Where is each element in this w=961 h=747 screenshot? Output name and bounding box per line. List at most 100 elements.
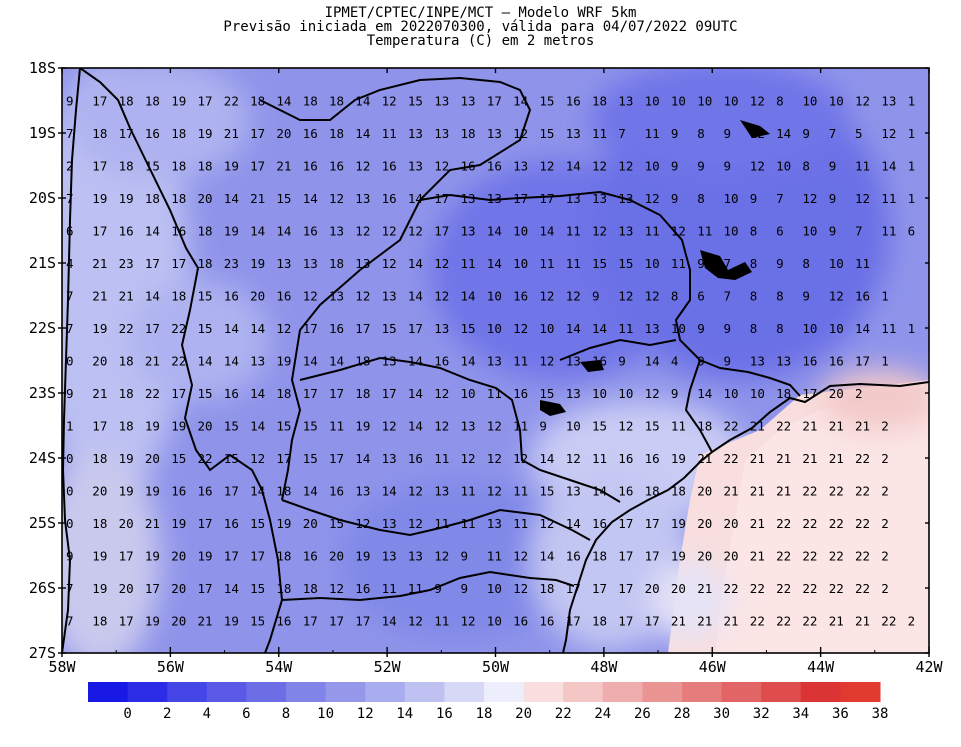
temperature-value: 7 [776,191,784,206]
temperature-value: 14 [355,126,370,141]
temperature-value: 11 [855,256,870,271]
temperature-value: 12 [802,191,817,206]
temperature-value: 14 [461,354,476,369]
temperature-value: 16 [119,224,134,239]
temperature-value: 17 [802,386,817,401]
temperature-value: 19 [92,549,107,564]
temperature-value: 11 [539,256,554,271]
temperature-value: 17 [145,321,160,336]
temperature-value: 16 [276,614,291,629]
temperature-value: 9 [671,126,679,141]
temperature-value: 21 [750,451,765,466]
temperature-value: 2 [881,484,889,499]
temperature-value: 14 [355,451,370,466]
temperature-value: 11 [697,224,712,239]
temperature-value: 10 [802,94,817,109]
temperature-value: 17 [329,451,344,466]
temperature-value: 2 [881,419,889,434]
colorbar-segment [167,682,208,702]
temperature-value: 22 [829,549,844,564]
temperature-value: 17 [618,516,633,531]
temperature-value: 15 [539,484,554,499]
temperature-value: 15 [145,159,160,174]
temperature-value: 21 [829,419,844,434]
temperature-value: 16 [855,289,870,304]
temperature-value: 14 [408,354,423,369]
temperature-value: 15 [539,94,554,109]
temperature-value: 16 [618,484,633,499]
colorbar-label: 38 [872,706,889,722]
temperature-value: 14 [513,94,528,109]
temperature-value: 16 [645,451,660,466]
colorbar-label: 12 [357,706,374,722]
temperature-value: 15 [224,451,239,466]
temperature-value: 6 [776,224,784,239]
temperature-value: 12 [855,94,870,109]
temperature-value: 8 [776,94,784,109]
temperature-value: 17 [250,126,265,141]
temperature-value: 19 [145,484,160,499]
temperature-value: 22 [855,549,870,564]
temperature-value: 16 [224,386,239,401]
temperature-value: 17 [382,386,397,401]
temperature-value: 17 [198,581,213,596]
temperature-value: 13 [566,354,581,369]
temperature-value: 13 [566,484,581,499]
temperature-value: 10 [618,386,633,401]
border-8 [559,338,677,361]
colorbar-segment [761,682,802,702]
temperature-value: 22 [802,516,817,531]
temperature-value: 12 [434,289,449,304]
map-title-line3: Temperatura (C) em 2 metros [366,33,595,49]
temperature-value: 16 [303,224,318,239]
temperature-value: 18 [92,516,107,531]
temperature-value: 19 [198,549,213,564]
lat-label: 26S [29,579,56,597]
temperature-value: 14 [461,289,476,304]
temperature-value: 11 [329,419,344,434]
temperature-value: 16 [224,516,239,531]
temperature-value: 18 [92,126,107,141]
temperature-value: 11 [408,581,423,596]
temperature-value: 9 [829,159,837,174]
temperature-value: 21 [145,516,160,531]
temperature-value: 8 [750,224,758,239]
temperature-value: 15 [382,321,397,336]
temperature-value: 21 [724,484,739,499]
temperature-value: 16 [303,126,318,141]
temperature-value: 7 [829,126,837,141]
temperature-value: 18 [776,386,791,401]
temperature-value: 14 [408,191,423,206]
temperature-value: 8 [776,321,784,336]
temperature-value: 0 [66,451,74,466]
temperature-value: 19 [198,126,213,141]
temperature-value: 16 [171,484,186,499]
temperature-value: 8 [750,321,758,336]
temperature-value: 16 [566,94,581,109]
border-1 [62,68,81,653]
temperature-value: 17 [92,224,107,239]
temperature-value: 14 [276,224,291,239]
temperature-values: 9 17 18 18 19 17 2 2 1 8 14 18 18 14 12 15 13 13 17 14 15 16 1… [66,94,915,629]
temperature-value: 16 [329,159,344,174]
temperature-value: 16 [145,126,160,141]
temperature-value: 14 [303,354,318,369]
temperature-value: 16 [303,159,318,174]
temperature-value: 16 [592,516,607,531]
temperature-value: 14 [539,224,554,239]
temperature-value: 16 [829,354,844,369]
temperature-value: 9 [697,256,705,271]
temperature-value: 13 [276,256,291,271]
temperature-value: 18 [198,224,213,239]
temperature-value: 10 [724,94,739,109]
temperature-value: 16 [461,159,476,174]
colorbar-segment [246,682,287,702]
temperature-value: 14 [487,256,502,271]
temperature-value: 14 [303,191,318,206]
temperature-value: 11 [513,419,528,434]
temperature-value: 16 [487,159,502,174]
temperature-value: 17 [618,581,633,596]
temperature-value: 7 [855,224,863,239]
lon-label: 52W [374,658,402,676]
lat-label: 20S [29,189,56,207]
